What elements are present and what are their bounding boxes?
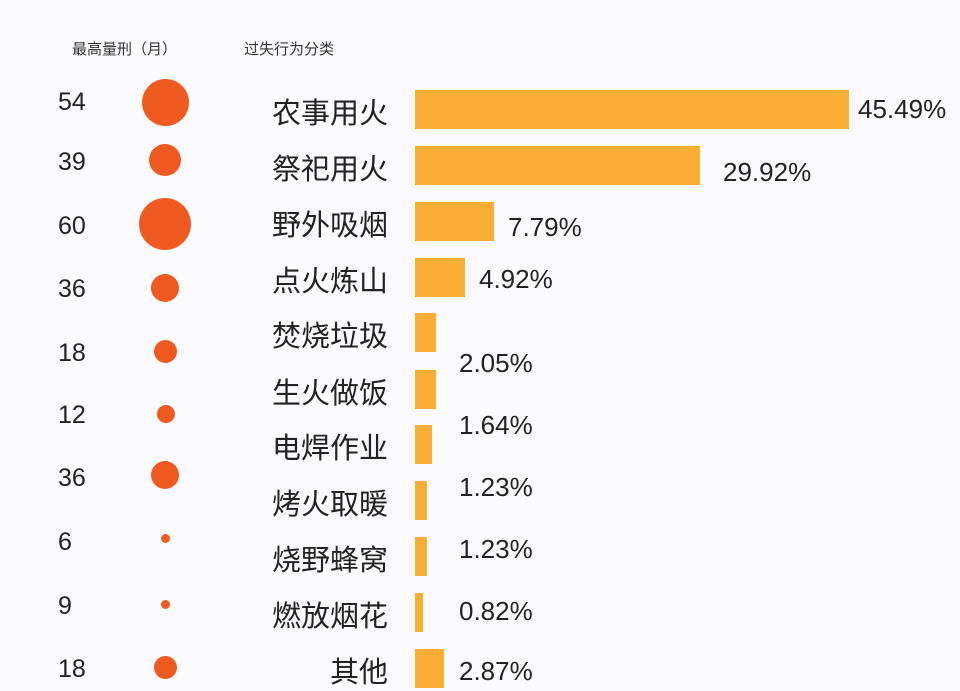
pct-label: 4.92%	[479, 264, 553, 294]
months-label: 36	[58, 464, 86, 492]
pct-label: 1.23%	[459, 472, 533, 502]
pct-label: 0.82%	[459, 596, 533, 626]
months-label: 9	[58, 592, 72, 620]
category-label: 点火炼山	[271, 264, 388, 298]
months-label: 18	[58, 655, 86, 683]
sentence-bubble	[154, 340, 177, 363]
category-label: 电焊作业	[271, 431, 388, 465]
bar	[415, 202, 494, 241]
bar	[415, 146, 700, 185]
sentence-bubble	[161, 534, 170, 543]
bar	[415, 313, 436, 352]
months-label: 54	[58, 88, 86, 116]
bar	[415, 593, 423, 632]
months-label: 6	[58, 528, 72, 556]
pct-label: 29.92%	[723, 157, 812, 187]
header-category: 过失行为分类	[244, 40, 335, 58]
bar	[415, 90, 849, 129]
bar	[415, 370, 436, 409]
bar	[415, 649, 444, 688]
sentence-bubble	[161, 600, 170, 609]
pct-label: 2.05%	[459, 348, 533, 378]
months-label: 18	[58, 339, 86, 367]
category-label: 农事用火	[271, 96, 388, 130]
category-label: 烧野蜂窝	[271, 543, 388, 577]
category-label: 其他	[329, 655, 388, 689]
months-label: 60	[58, 212, 86, 240]
category-label: 烤火取暖	[271, 487, 388, 521]
pct-label: 45.49%	[858, 94, 947, 124]
pct-label: 2.87%	[459, 656, 533, 686]
months-label: 12	[58, 401, 86, 429]
category-label: 祭祀用火	[271, 152, 388, 186]
header-max-sentence: 最高量刑（月）	[72, 40, 178, 58]
category-label: 生火做饭	[271, 376, 388, 410]
months-label: 39	[58, 148, 86, 176]
months-label: 36	[58, 275, 86, 303]
bar	[415, 425, 432, 464]
pct-label: 1.64%	[459, 410, 533, 440]
bar	[415, 258, 465, 297]
sentence-bubble	[154, 656, 177, 679]
sentence-bubble	[139, 198, 191, 250]
category-label: 焚烧垃圾	[271, 319, 388, 353]
bar	[415, 537, 427, 576]
sentence-bubble	[157, 405, 175, 423]
category-label: 野外吸烟	[271, 208, 388, 242]
sentence-bubble	[149, 144, 181, 176]
category-label: 燃放烟花	[271, 599, 388, 633]
pct-label: 1.23%	[459, 534, 533, 564]
bar	[415, 481, 427, 520]
sentence-bubble	[142, 79, 189, 126]
sentence-bubble	[151, 461, 179, 489]
sentence-bubble	[151, 274, 179, 302]
pct-label: 7.79%	[508, 212, 582, 242]
